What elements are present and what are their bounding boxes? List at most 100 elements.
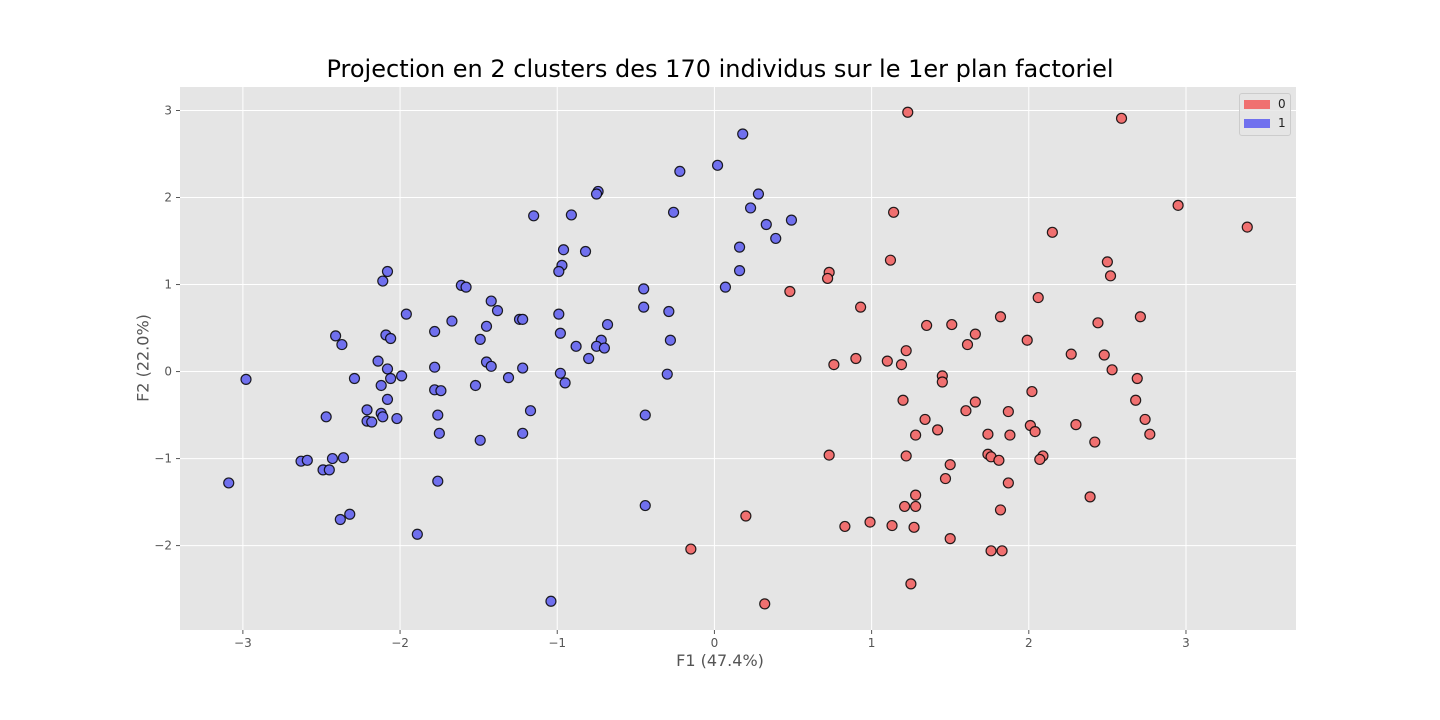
legend-swatch-0 [1244, 99, 1270, 109]
data-point-cluster-1 [348, 372, 361, 385]
data-point-cluster-1 [502, 372, 515, 384]
data-point-cluster-1 [517, 313, 529, 325]
data-point-cluster-1 [429, 325, 441, 338]
data-point-cluster-0 [1002, 477, 1014, 489]
data-point-cluster-0 [864, 516, 876, 528]
data-point-cluster-0 [1139, 413, 1151, 426]
data-point-cluster-0 [784, 285, 796, 298]
x-tick-label: 2 [1025, 636, 1033, 650]
data-point-cluster-0 [910, 489, 922, 501]
data-point-cluster-0 [1115, 112, 1128, 124]
data-point-cluster-1 [524, 405, 537, 417]
data-points [223, 106, 1253, 610]
data-point-cluster-0 [1089, 436, 1101, 448]
data-point-cluster-1 [559, 377, 571, 389]
data-point-cluster-0 [996, 545, 1008, 557]
data-point-cluster-0 [897, 394, 909, 406]
data-point-cluster-0 [969, 396, 981, 408]
data-point-cluster-1 [661, 368, 673, 380]
data-point-cluster-1 [381, 393, 394, 405]
data-point-cluster-1 [719, 281, 732, 293]
data-point-cluster-1 [375, 379, 387, 392]
data-point-cluster-0 [919, 413, 931, 426]
data-point-cluster-0 [993, 454, 1005, 466]
data-point-cluster-1 [638, 283, 650, 295]
data-point-cluster-1 [337, 452, 350, 464]
data-point-cluster-1 [400, 308, 412, 320]
data-point-cluster-1 [554, 367, 566, 379]
data-point-cluster-1 [433, 427, 445, 439]
data-point-cluster-1 [320, 411, 332, 423]
legend-entry-0: 0 [1244, 97, 1286, 111]
data-point-cluster-1 [674, 165, 686, 178]
data-point-cluster-0 [900, 345, 912, 357]
data-point-cluster-1 [411, 528, 423, 540]
data-point-cluster-0 [982, 428, 994, 440]
data-point-cluster-1 [579, 245, 592, 258]
data-point-cluster-0 [1004, 429, 1016, 441]
data-point-cluster-1 [223, 477, 235, 489]
x-tick-label: 3 [1182, 636, 1190, 650]
data-point-cluster-1 [528, 210, 540, 222]
data-point-cluster-1 [639, 499, 651, 512]
data-point-cluster-0 [905, 578, 917, 590]
data-point-cluster-1 [429, 361, 441, 373]
data-point-cluster-1 [385, 372, 397, 385]
data-point-cluster-1 [323, 464, 335, 476]
data-point-cluster-0 [895, 358, 908, 371]
y-tick-label: 2 [164, 191, 172, 205]
data-point-cluster-0 [759, 598, 771, 610]
data-point-cluster-1 [639, 409, 651, 421]
data-point-cluster-0 [850, 352, 862, 365]
data-point-cluster-0 [902, 106, 914, 118]
data-point-cluster-0 [921, 319, 933, 332]
legend-entry-1: 1 [1244, 116, 1286, 130]
data-point-cluster-0 [1092, 317, 1104, 329]
data-point-cluster-0 [969, 328, 981, 340]
data-point-cluster-1 [301, 454, 313, 466]
data-point-cluster-0 [1084, 491, 1096, 503]
data-point-cluster-1 [435, 385, 447, 397]
data-point-cluster-0 [910, 500, 922, 513]
data-point-cluster-0 [888, 206, 900, 218]
data-point-cluster-1 [240, 373, 252, 385]
data-point-cluster-0 [1101, 256, 1113, 268]
data-point-cluster-1 [737, 128, 749, 140]
data-point-cluster-0 [899, 500, 911, 513]
chart-title: Projection en 2 clusters des 170 individ… [326, 55, 1114, 83]
data-point-cluster-1 [583, 352, 595, 365]
legend: 0 1 [1239, 93, 1291, 136]
y-axis-ticks: −2 −1 0 1 2 3 [154, 103, 180, 553]
y-tick-label: 1 [164, 278, 172, 292]
data-point-cluster-0 [1098, 349, 1110, 361]
data-point-cluster-1 [396, 370, 408, 382]
data-point-cluster-1 [344, 508, 356, 520]
data-point-cluster-0 [1029, 425, 1041, 438]
plot-background [180, 87, 1296, 630]
data-point-cluster-1 [733, 265, 746, 277]
data-point-cluster-1 [752, 188, 765, 200]
legend-swatch-1 [1244, 118, 1270, 128]
legend-label-0: 0 [1278, 97, 1286, 111]
data-point-cluster-0 [1021, 334, 1033, 346]
data-point-cluster-1 [334, 513, 346, 526]
data-point-cluster-1 [553, 308, 565, 320]
data-point-cluster-0 [881, 355, 893, 367]
x-tick-label: −3 [234, 636, 252, 650]
x-tick-label: 1 [868, 636, 876, 650]
data-point-cluster-1 [770, 232, 782, 245]
data-point-cluster-1 [517, 362, 529, 374]
data-point-cluster-1 [485, 295, 497, 307]
x-tick-label: −2 [391, 636, 409, 650]
x-axis-label: F1 (47.4%) [676, 651, 764, 670]
data-point-cluster-0 [985, 545, 997, 557]
data-point-cluster-0 [884, 254, 897, 266]
data-point-cluster-1 [377, 411, 389, 423]
data-point-cluster-0 [740, 510, 752, 522]
data-point-cluster-0 [1172, 199, 1184, 211]
data-point-cluster-0 [994, 504, 1007, 516]
data-point-cluster-0 [960, 405, 972, 417]
y-tick-label: 0 [164, 365, 172, 379]
data-point-cluster-1 [372, 355, 384, 367]
